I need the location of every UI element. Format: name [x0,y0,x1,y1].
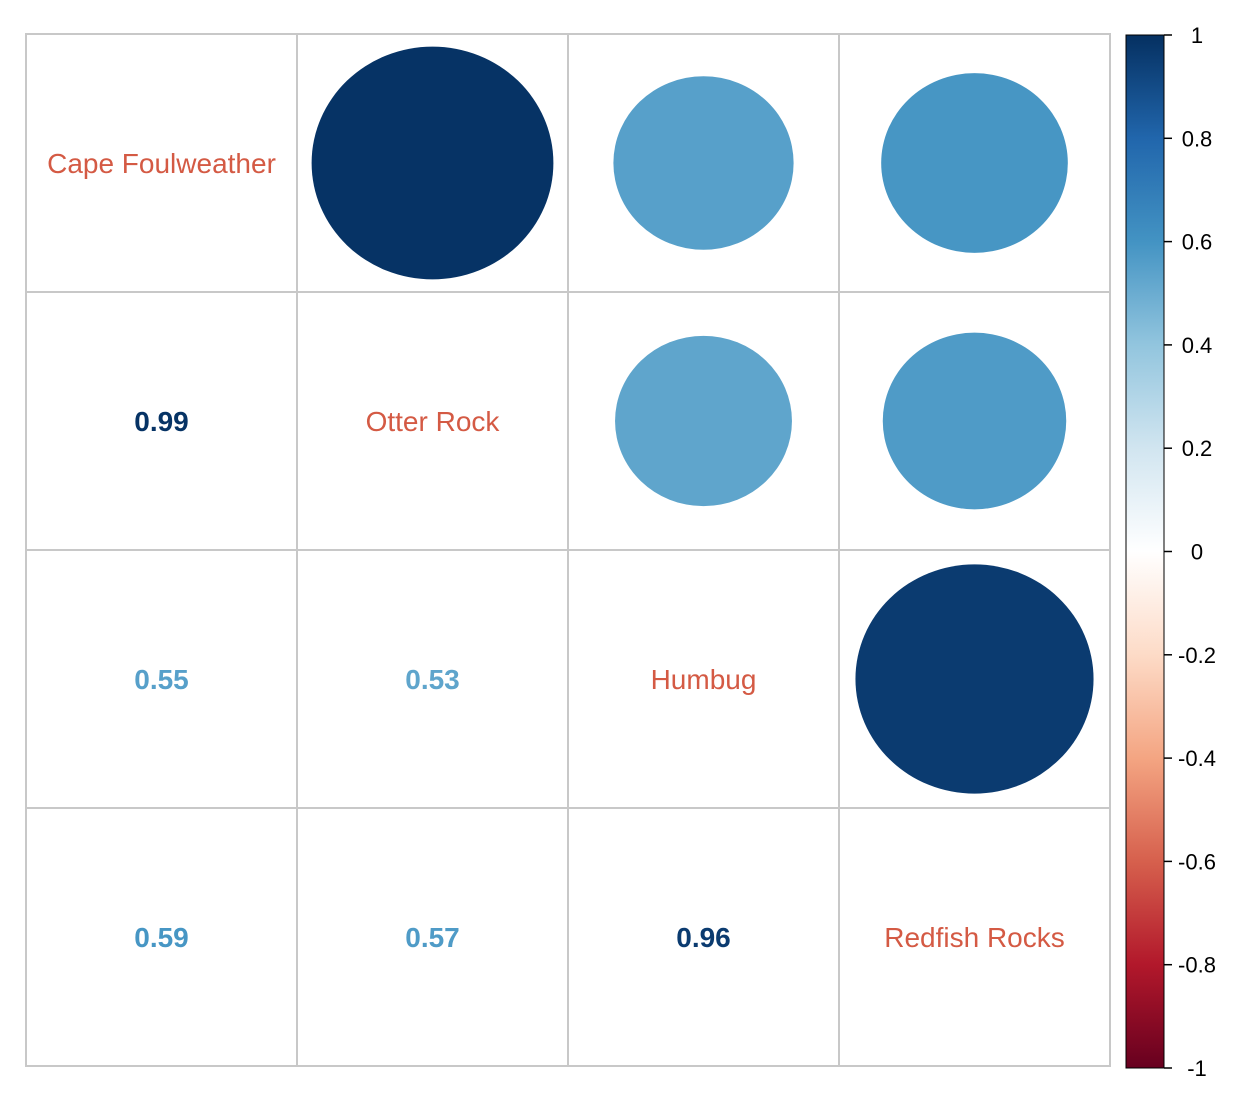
colorbar-tick-label: 0.8 [1182,126,1213,151]
colorbar-tick-label: -1 [1187,1056,1207,1081]
matrix-cell [25,291,298,551]
matrix-cell [296,549,569,809]
variable-label: Redfish Rocks [884,922,1065,953]
variable-label: Otter Rock [366,406,501,437]
correlation-value: 0.55 [134,664,189,695]
correlation-value: 0.59 [134,922,189,953]
matrix-cell [296,807,569,1067]
correlation-circle [311,46,554,280]
colorbar-gradient [1125,34,1165,1069]
colorbar-tick-label: 0.2 [1182,436,1213,461]
colorbar-tick-label: -0.4 [1178,746,1216,771]
colorbar-tick-label: 0.6 [1182,230,1213,255]
colorbar-tick-label: -0.8 [1178,953,1216,978]
colorbar-tick-label: 0.4 [1182,333,1213,358]
correlation-circle [613,76,794,250]
correlation-value: 0.57 [405,922,460,953]
correlation-circle [855,564,1094,794]
matrix-cell [25,807,298,1067]
variable-label: Humbug [651,664,757,695]
correlation-circle [882,332,1067,510]
matrix-cell [25,33,298,293]
colorbar: 1 0.8 0.6 0.4 0.2 0 -0.2 -0.4 -0.6 -0.8 -1 [1125,23,1216,1081]
matrix-cell [567,807,840,1067]
correlation-value: 0.99 [134,406,189,437]
correlation-circle [615,335,792,507]
colorbar-tick-label: -0.6 [1178,849,1216,874]
matrix-cell [838,807,1111,1067]
colorbar-tick-label: 1 [1191,23,1203,48]
variable-label: Cape Foulweather [47,148,276,179]
colorbar-tick-label: 0 [1191,540,1203,565]
colorbar-tick-label: -0.2 [1178,643,1216,668]
matrix-cell [296,291,569,551]
correlation-value: 0.53 [405,664,460,695]
correlation-circle [881,73,1068,253]
matrix-marks: Cape Foulweather 0.99 Otter Rock 0.55 0.53 Hu… [47,46,1094,953]
correlation-value: 0.96 [676,922,731,953]
